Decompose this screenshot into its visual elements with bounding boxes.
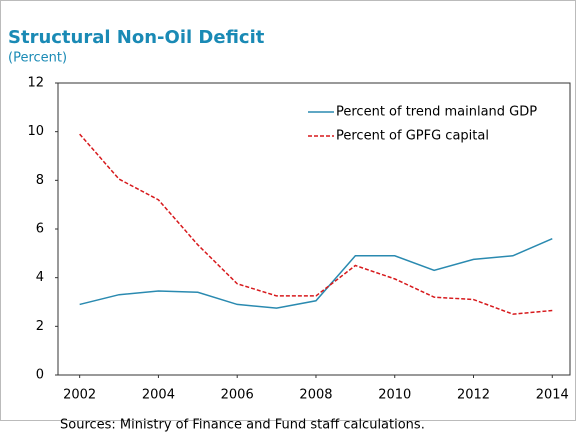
x-tick-label: 2010 bbox=[378, 388, 411, 403]
x-tick-label: 2006 bbox=[221, 388, 254, 403]
y-tick-label: 8 bbox=[36, 173, 44, 188]
y-tick-label: 0 bbox=[36, 368, 44, 383]
legend-label: Percent of GPFG capital bbox=[336, 129, 489, 144]
y-tick-label: 10 bbox=[27, 124, 44, 139]
x-tick-label: 2004 bbox=[142, 388, 175, 403]
plot-frame bbox=[57, 82, 571, 376]
chart-subtitle: (Percent) bbox=[8, 51, 67, 66]
y-tick-label: 12 bbox=[27, 76, 44, 91]
source-note: Sources: Ministry of Finance and Fund st… bbox=[60, 418, 425, 433]
x-tick-label: 2008 bbox=[299, 388, 332, 403]
series-line bbox=[79, 238, 553, 309]
y-tick-label: 4 bbox=[36, 270, 44, 285]
legend-label: Percent of trend mainland GDP bbox=[336, 105, 537, 120]
x-tick-label: 2002 bbox=[63, 388, 96, 403]
series-line bbox=[79, 133, 553, 315]
y-tick-label: 6 bbox=[36, 222, 44, 237]
frame bbox=[0, 0, 576, 421]
chart-title: Structural Non-Oil Deficit bbox=[8, 27, 265, 48]
x-tick-label: 2014 bbox=[536, 388, 569, 403]
x-tick-label: 2012 bbox=[457, 388, 490, 403]
y-tick-label: 2 bbox=[36, 319, 44, 334]
